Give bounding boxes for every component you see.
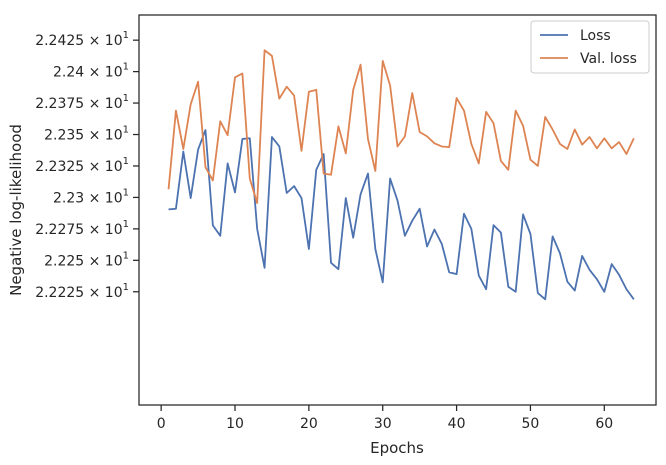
legend: Loss Val. loss: [530, 20, 650, 74]
y-tick-label: 2.23 × 101: [53, 187, 129, 206]
x-tick-label: 30: [374, 416, 392, 432]
y-tick-label: 2.24 × 101: [53, 62, 129, 81]
x-tick-label: 10: [226, 416, 244, 432]
y-tick-label: 2.225 × 101: [44, 250, 129, 269]
y-tick-label: 2.2375 × 101: [35, 93, 129, 112]
x-tick-label: 0: [157, 416, 166, 432]
y-tick-label: 2.2275 × 101: [35, 219, 129, 238]
series-line-loss: [168, 129, 635, 301]
legend-box: [530, 20, 650, 74]
x-axis-label: Epochs: [370, 439, 424, 457]
y-tick-label: 2.2225 × 101: [35, 282, 129, 301]
x-tick-label: 20: [300, 416, 318, 432]
x-tick-label: 50: [522, 416, 540, 432]
legend-label-val-loss: Val. loss: [580, 51, 637, 67]
y-axis-label: Negative log-likelihood: [7, 124, 25, 296]
x-tick-label: 40: [448, 416, 466, 432]
y-tick-label: 2.2325 × 101: [35, 156, 129, 175]
y-axis-ticks: 2.2225 × 101 2.225 × 101 2.2275 × 101 2.23 …: [35, 30, 139, 301]
x-tick-label: 60: [595, 416, 613, 432]
x-axis-ticks: 0 10 20 30 40 50 60: [157, 405, 613, 432]
y-tick-label: 2.235 × 101: [44, 125, 129, 144]
plot-frame: [138, 14, 657, 406]
series-line-val-loss: [167, 49, 635, 204]
legend-label-loss: Loss: [580, 28, 611, 44]
y-tick-label: 2.2425 × 101: [35, 30, 129, 49]
series-layer: [167, 49, 635, 301]
